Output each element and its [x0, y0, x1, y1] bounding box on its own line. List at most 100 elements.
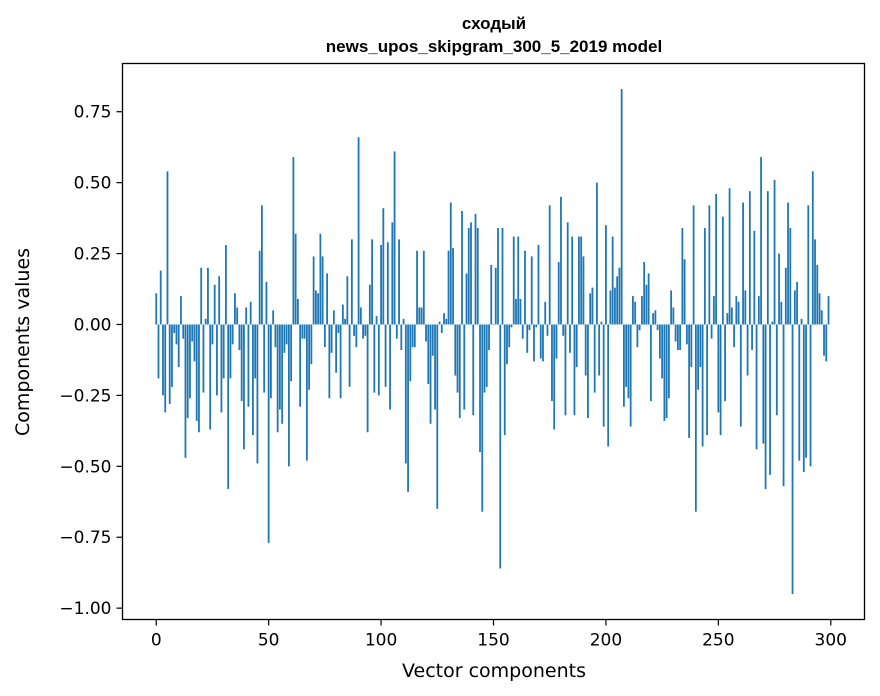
bar [202, 324, 205, 393]
bar [692, 205, 695, 325]
chart-subtitle: news_upos_skipgram_300_5_2019 model [326, 37, 662, 56]
bar [323, 324, 326, 348]
bar [683, 259, 686, 325]
bar [782, 324, 785, 487]
bar [600, 321, 603, 325]
bar [467, 228, 470, 325]
bar [694, 324, 697, 512]
bar [393, 151, 396, 325]
x-axis-label: Vector components [402, 660, 586, 682]
y-tick-label: −0.25 [59, 386, 111, 406]
bar [775, 324, 778, 416]
bar [791, 324, 794, 594]
bar [339, 324, 342, 399]
bar [321, 256, 324, 325]
bar [472, 324, 475, 416]
bar [663, 324, 666, 421]
bar [551, 324, 553, 402]
bar [769, 324, 771, 475]
bar [216, 324, 218, 396]
bar [204, 318, 207, 325]
bar [553, 324, 556, 430]
bar [479, 324, 481, 453]
bar [699, 324, 702, 368]
bar [447, 250, 450, 325]
bar [290, 324, 293, 382]
bar [703, 228, 706, 325]
bar [627, 324, 630, 399]
bar [512, 236, 515, 325]
bar [341, 304, 344, 325]
bar [240, 324, 243, 402]
bar [789, 228, 792, 325]
bar [159, 270, 162, 325]
bar [602, 324, 605, 427]
bar [440, 324, 443, 333]
bar [434, 324, 436, 410]
bar [418, 307, 421, 325]
bar [272, 310, 275, 325]
bar [384, 324, 387, 387]
bar [445, 318, 448, 325]
bar [587, 324, 589, 419]
bar [186, 324, 189, 419]
bar [719, 324, 722, 436]
bar [353, 324, 355, 336]
bar [305, 324, 308, 461]
bar [661, 324, 664, 379]
bar [636, 324, 639, 348]
bar [501, 228, 504, 325]
bar [193, 324, 196, 362]
bar [452, 247, 454, 325]
bar [796, 281, 798, 325]
bar [807, 205, 810, 325]
bar [328, 324, 331, 399]
bar [157, 324, 160, 379]
y-tick-label: 0.75 [74, 103, 112, 123]
bar [528, 324, 531, 331]
bar [461, 211, 463, 325]
x-tick-label: 100 [365, 631, 397, 651]
bar [710, 324, 713, 339]
bar [793, 290, 796, 325]
bar [598, 324, 601, 376]
bar [404, 324, 407, 464]
bar [515, 298, 517, 325]
bar [395, 324, 398, 339]
bar [757, 296, 760, 325]
bar [697, 324, 700, 390]
bar [389, 324, 391, 410]
bar [398, 239, 400, 325]
bar [580, 236, 583, 325]
bar [207, 267, 209, 325]
y-axis-ticks: −1.00 −0.75 −0.50 −0.25 0.00 0.25 0.50 0.75 [59, 103, 123, 619]
bar [287, 324, 290, 467]
bar [366, 324, 369, 433]
bar [456, 324, 459, 393]
bar [416, 250, 418, 325]
bar [557, 262, 560, 325]
bar [371, 239, 373, 325]
bar [362, 324, 364, 339]
bar [380, 245, 382, 325]
bar [560, 196, 562, 325]
bar [180, 296, 182, 325]
bar [229, 324, 232, 379]
bar [481, 324, 484, 512]
bar [274, 324, 277, 348]
bar [211, 324, 214, 345]
bar [303, 324, 306, 339]
bar [539, 324, 542, 359]
bar [544, 301, 547, 325]
bar [422, 250, 425, 325]
bar [573, 324, 576, 416]
bar [391, 222, 394, 325]
y-tick-label: −0.50 [59, 457, 111, 477]
bar [200, 267, 203, 325]
bar [245, 307, 248, 325]
bar [252, 324, 254, 436]
bar [688, 324, 691, 438]
bar [638, 324, 641, 331]
bar [681, 228, 684, 325]
